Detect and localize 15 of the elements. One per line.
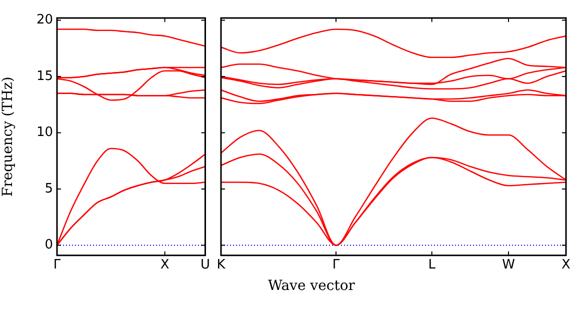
- y-tick-label: 15: [36, 68, 53, 84]
- x-axis-title: Wave vector: [267, 278, 356, 294]
- x-tick-label: U: [200, 258, 210, 273]
- x-tick-label: X: [160, 258, 170, 273]
- x-tick-label: Γ: [332, 258, 340, 273]
- x-tick-label: Γ: [53, 258, 62, 273]
- y-tick-label: 10: [36, 125, 53, 140]
- x-tick-label: L: [428, 258, 436, 273]
- y-axis-title: Frequency (THz): [0, 76, 16, 197]
- y-tick-label: 20: [36, 12, 53, 28]
- y-tick-label: 0: [44, 238, 53, 253]
- y-tick-label: 5: [44, 181, 53, 196]
- x-tick-label: K: [216, 258, 226, 273]
- x-tick-label: W: [502, 258, 516, 273]
- x-tick-label: X: [562, 258, 571, 273]
